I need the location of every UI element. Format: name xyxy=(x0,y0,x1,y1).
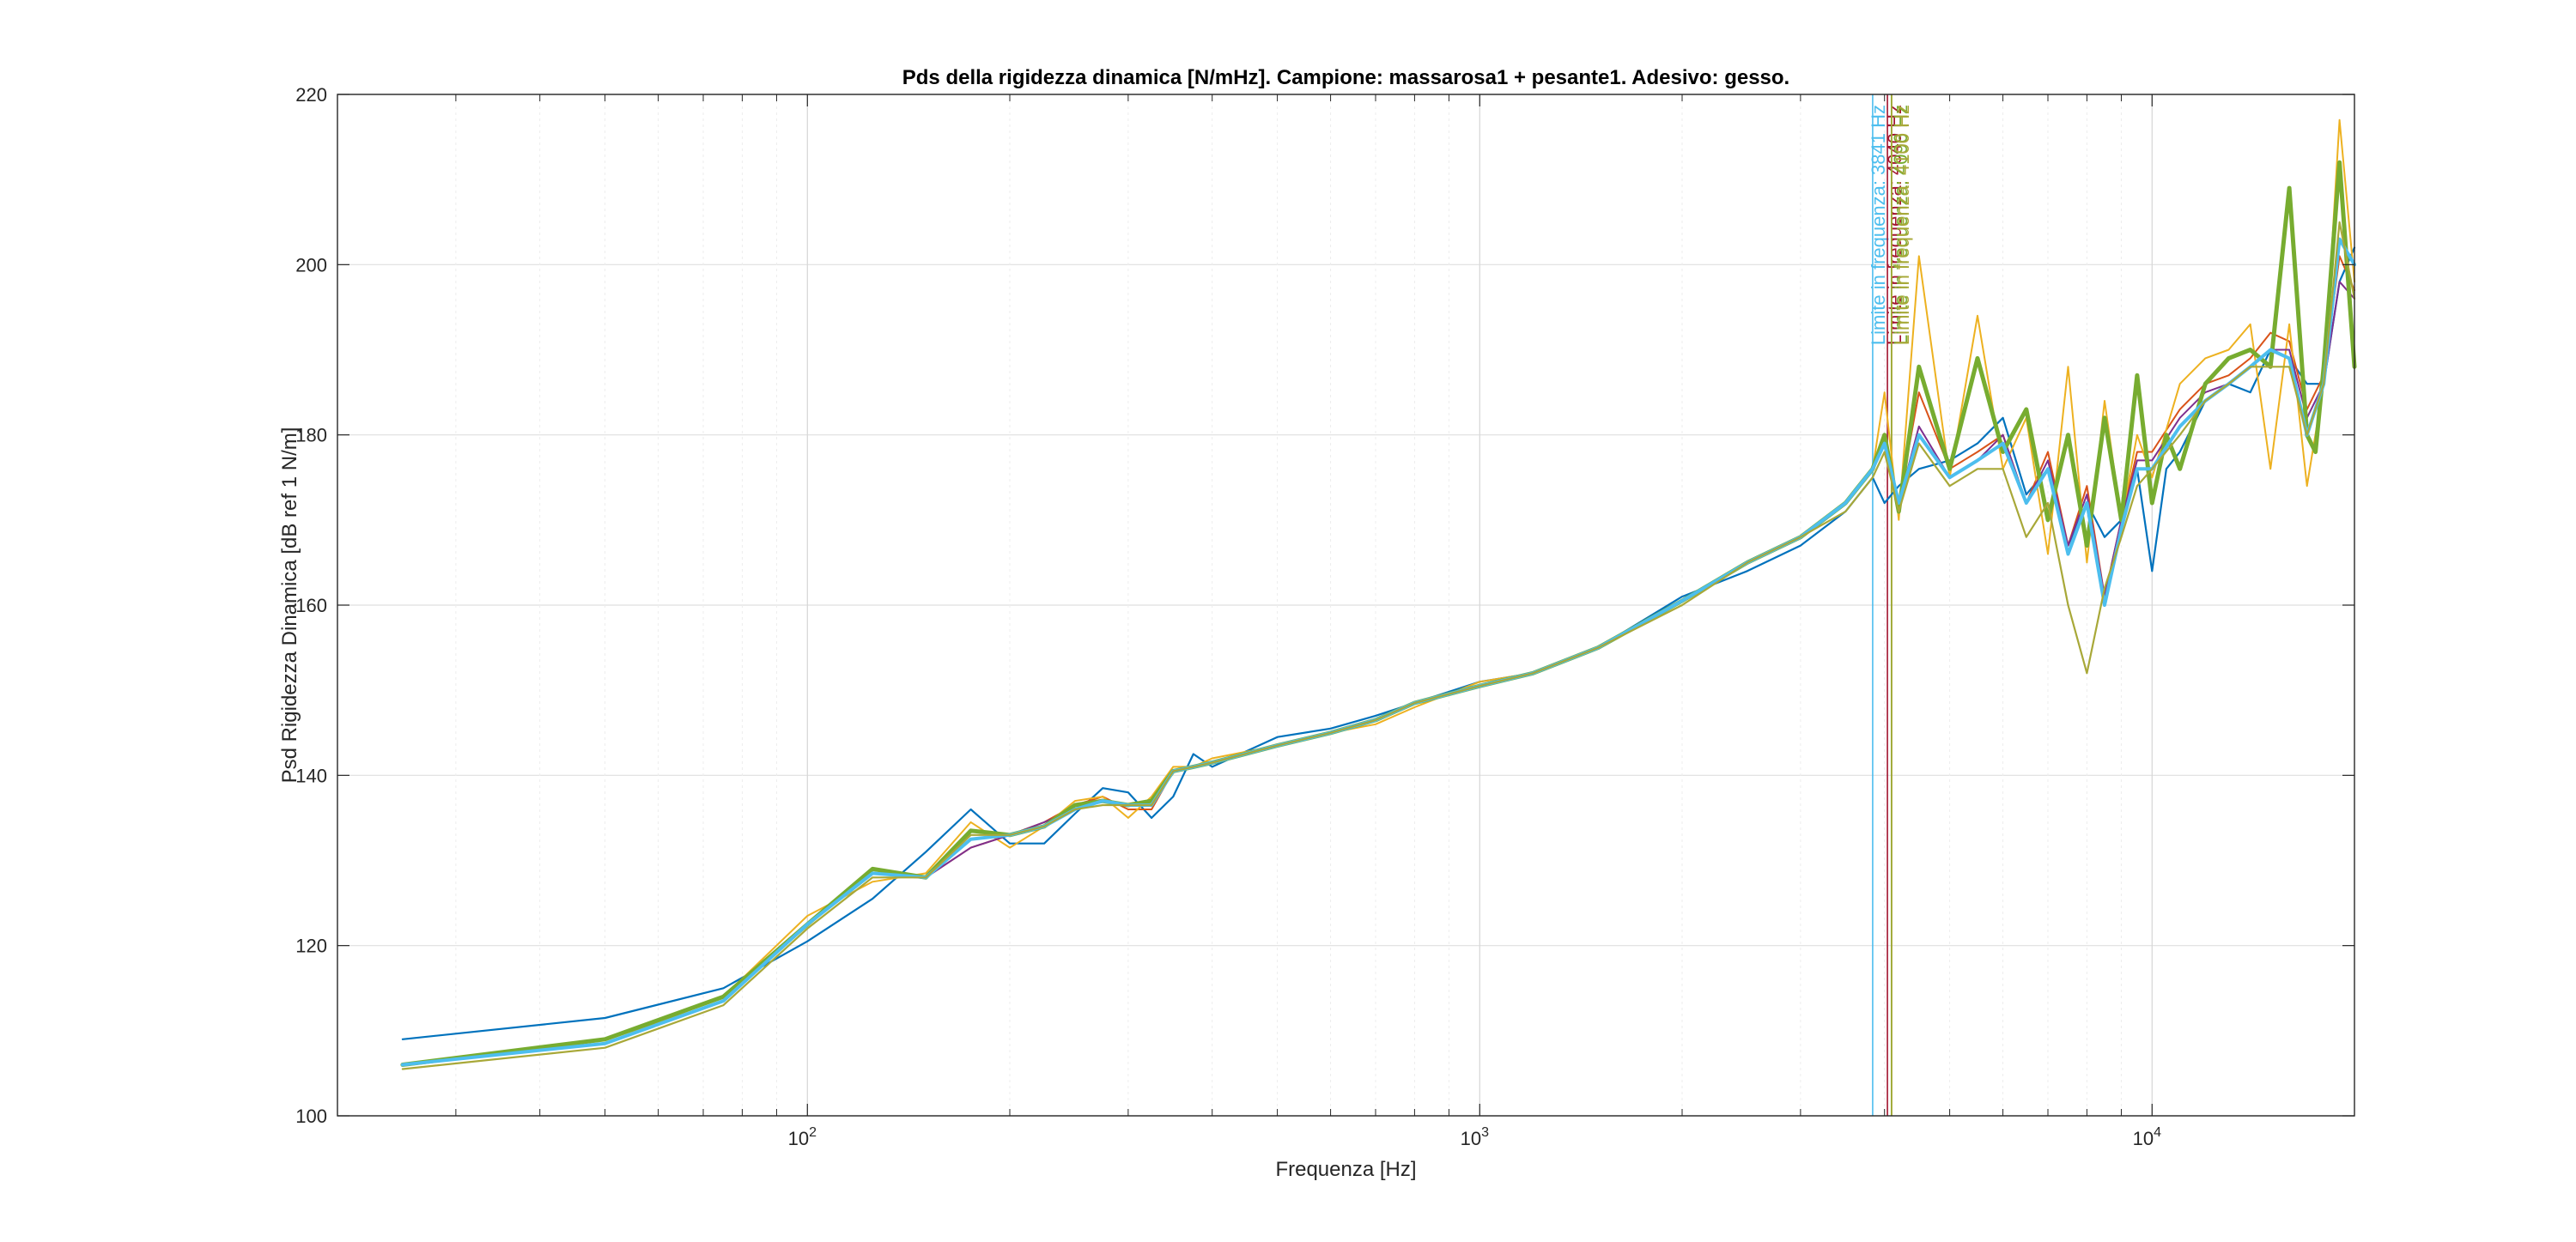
x-tick-label-base: 10 xyxy=(788,1128,809,1149)
series-layer xyxy=(400,118,2357,1070)
frequency-limit-label: Limite in frequenza: 4040 Hz xyxy=(1884,105,1905,345)
frequency-limit-label: Limite in frequenza: 3841 Hz xyxy=(1868,105,1889,345)
y-tick-label: 140 xyxy=(295,765,327,786)
x-tick-label-exponent: 4 xyxy=(2154,1125,2161,1140)
x-tick-label: 104 xyxy=(2133,1125,2161,1149)
y-axis-label: Psd Rigidezza Dinamica [dB ref 1 N/m] xyxy=(278,427,301,784)
x-tick-label: 102 xyxy=(788,1125,817,1149)
frequency-limit-label: Limite in frequenza: 4096 Hz xyxy=(1890,105,1911,345)
frequency-limit-label: Limite in frequenza: 4100 Hz xyxy=(1892,105,1913,345)
x-tick-label-base: 10 xyxy=(2133,1128,2154,1149)
x-tick-label-exponent: 2 xyxy=(809,1125,817,1140)
series-line xyxy=(401,221,2356,1070)
y-tick-label: 160 xyxy=(295,595,327,616)
x-axis-label: Frequenza [Hz] xyxy=(1275,1158,1416,1181)
x-tick-label-exponent: 3 xyxy=(1481,1125,1489,1140)
y-tick-label: 180 xyxy=(295,425,327,446)
y-tick-label: 100 xyxy=(295,1106,327,1127)
x-tick-label: 103 xyxy=(1461,1125,1489,1149)
chart-title: Pds della rigidezza dinamica [N/mHz]. Ca… xyxy=(902,66,1789,89)
x-tick-label-base: 10 xyxy=(1461,1128,1481,1149)
y-tick-label: 220 xyxy=(295,84,327,106)
y-tick-label: 200 xyxy=(295,254,327,276)
y-tick-label: 120 xyxy=(295,936,327,957)
